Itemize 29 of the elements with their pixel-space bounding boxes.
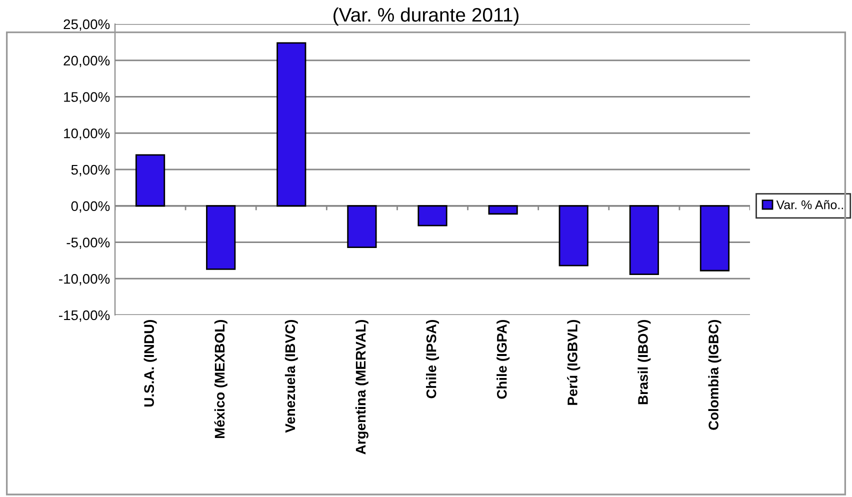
y-tick-label: 10,00% bbox=[64, 128, 110, 140]
bar bbox=[347, 205, 377, 248]
y-tick-label: -15,00% bbox=[59, 310, 110, 322]
y-tick-label: 25,00% bbox=[64, 19, 110, 31]
y-tick-label: -5,00% bbox=[66, 238, 110, 250]
y-tick-label: 0,00% bbox=[71, 201, 110, 213]
x-tick-label: Perú (IGBVL) bbox=[567, 320, 580, 405]
x-tick-label: U.S.A. (INDU) bbox=[144, 320, 157, 406]
x-tick-label: México (MEXBOL) bbox=[214, 320, 228, 438]
y-tick-label: 20,00% bbox=[64, 56, 110, 68]
legend-label: Var. % Año.. bbox=[776, 200, 843, 210]
bar bbox=[558, 205, 588, 266]
y-tick-label: 15,00% bbox=[64, 92, 110, 104]
bar bbox=[206, 205, 236, 270]
x-tick-label: Venezuela (IBVC) bbox=[284, 320, 298, 433]
bar bbox=[488, 205, 518, 215]
x-tick-label: Argentina (MERVAL) bbox=[355, 320, 368, 454]
bar bbox=[276, 42, 306, 207]
bar bbox=[700, 205, 730, 272]
bar bbox=[629, 205, 659, 275]
y-tick-label: 5,00% bbox=[71, 164, 110, 176]
y-tick-label: -10,00% bbox=[59, 274, 110, 286]
chart-title: (Var. % durante 2011) bbox=[334, 7, 518, 26]
x-tick-label: Chile (IGPA) bbox=[496, 320, 510, 399]
x-tick-label: Chile (IPSA) bbox=[426, 320, 439, 398]
x-tick-label: Colombia (IGBC) bbox=[708, 320, 722, 430]
x-tick-label: Brasil (IBOV) bbox=[638, 320, 651, 404]
bar bbox=[418, 205, 448, 226]
bar bbox=[135, 154, 166, 207]
